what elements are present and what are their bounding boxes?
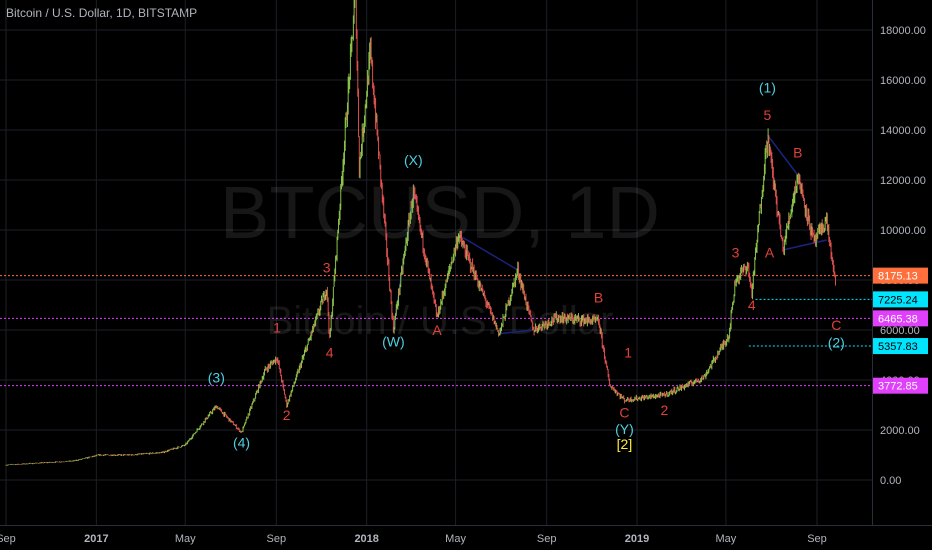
x-tick-label: May	[716, 533, 737, 545]
trend-line	[782, 239, 827, 251]
wave-label: [2]	[617, 436, 633, 452]
watermark-symbol: BTCUSD, 1D	[220, 171, 660, 254]
wave-label: 3	[732, 245, 740, 261]
chart-title: Bitcoin / U.S. Dollar, 1D, BITSTAMP	[6, 6, 198, 20]
watermark: BTCUSD, 1D Bitcoin / U.S. Dollar	[220, 171, 660, 343]
wave-label: (W)	[382, 333, 405, 349]
wave-label: 3	[323, 260, 331, 276]
time-axis[interactable]: Sep 2017 May Sep 2018 May Sep 2019 May Sep	[0, 533, 827, 545]
wave-label: 2	[283, 407, 291, 423]
price-level-value: 7225.24	[878, 294, 918, 306]
x-tick-label: Sep	[807, 533, 827, 545]
price-level-tag	[872, 267, 928, 284]
y-tick-label: 10000.00	[880, 225, 926, 237]
wave-label: 4	[326, 345, 334, 361]
y-tick-label: 6000.00	[880, 325, 920, 337]
wave-label: 4	[748, 297, 756, 313]
wave-label: B	[594, 290, 603, 306]
wave-label: 1	[624, 345, 632, 361]
y-tick-label: 2000.00	[880, 425, 920, 437]
wave-label: (3)	[208, 370, 225, 386]
wave-labels: (3) (4) 1 2 3 4 (X) (W) A B 1 C 2 (Y)[2] 3 4 (1) 5 A B C (2)	[208, 80, 845, 452]
time-axis-border	[0, 525, 932, 526]
price-level-value: 3772.85	[878, 381, 918, 393]
grid-lines	[0, 0, 872, 526]
y-tick-label: 14000.00	[880, 125, 926, 137]
wave-label: 2	[661, 402, 669, 418]
x-tick-label: May	[175, 533, 196, 545]
price-level-tag	[872, 291, 928, 308]
price-level-value: 8175.13	[878, 271, 918, 283]
price-level-value: 6465.38	[878, 313, 918, 325]
y-tick-label: 16000.00	[880, 75, 926, 87]
x-tick-label: 2017	[84, 533, 108, 545]
y-tick-label: 0.00	[880, 475, 901, 487]
wave-label: C	[831, 317, 841, 333]
x-tick-label: Sep	[0, 533, 16, 545]
y-tick-label: 18000.00	[880, 25, 926, 37]
price-axis-border	[872, 0, 873, 526]
price-level-lines	[0, 275, 872, 387]
wave-label: B	[793, 145, 802, 161]
trend-line	[499, 329, 534, 335]
price-level-tag	[872, 338, 928, 355]
price-axis[interactable]: 0.002000.004000.006000.008000.0010000.00…	[880, 25, 926, 487]
wave-label: (X)	[404, 152, 423, 168]
trend-line	[766, 134, 799, 176]
x-tick-label: 2019	[625, 533, 649, 545]
trend-line	[458, 234, 519, 271]
wave-label: C	[619, 405, 629, 421]
wave-label: A	[432, 322, 442, 338]
x-tick-label: Sep	[537, 533, 557, 545]
wave-label: (4)	[233, 435, 250, 451]
wave-label: (1)	[759, 80, 776, 96]
wave-label: A	[765, 245, 775, 261]
y-tick-label: 12000.00	[880, 175, 926, 187]
wave-label: 1	[273, 320, 281, 336]
x-tick-label: Sep	[267, 533, 287, 545]
price-level-tag	[872, 310, 928, 327]
price-level-tags: 8175.13 7225.24 6465.38 5357.83 3772.85	[872, 267, 928, 394]
candles	[5, 0, 837, 466]
x-tick-label: 2018	[354, 533, 378, 545]
wave-label: (2)	[828, 335, 845, 351]
price-level-tag	[872, 377, 928, 394]
wave-label: (Y)	[615, 421, 634, 437]
x-tick-label: May	[445, 533, 466, 545]
wave-label: 5	[763, 107, 771, 123]
price-level-value: 5357.83	[878, 341, 918, 353]
